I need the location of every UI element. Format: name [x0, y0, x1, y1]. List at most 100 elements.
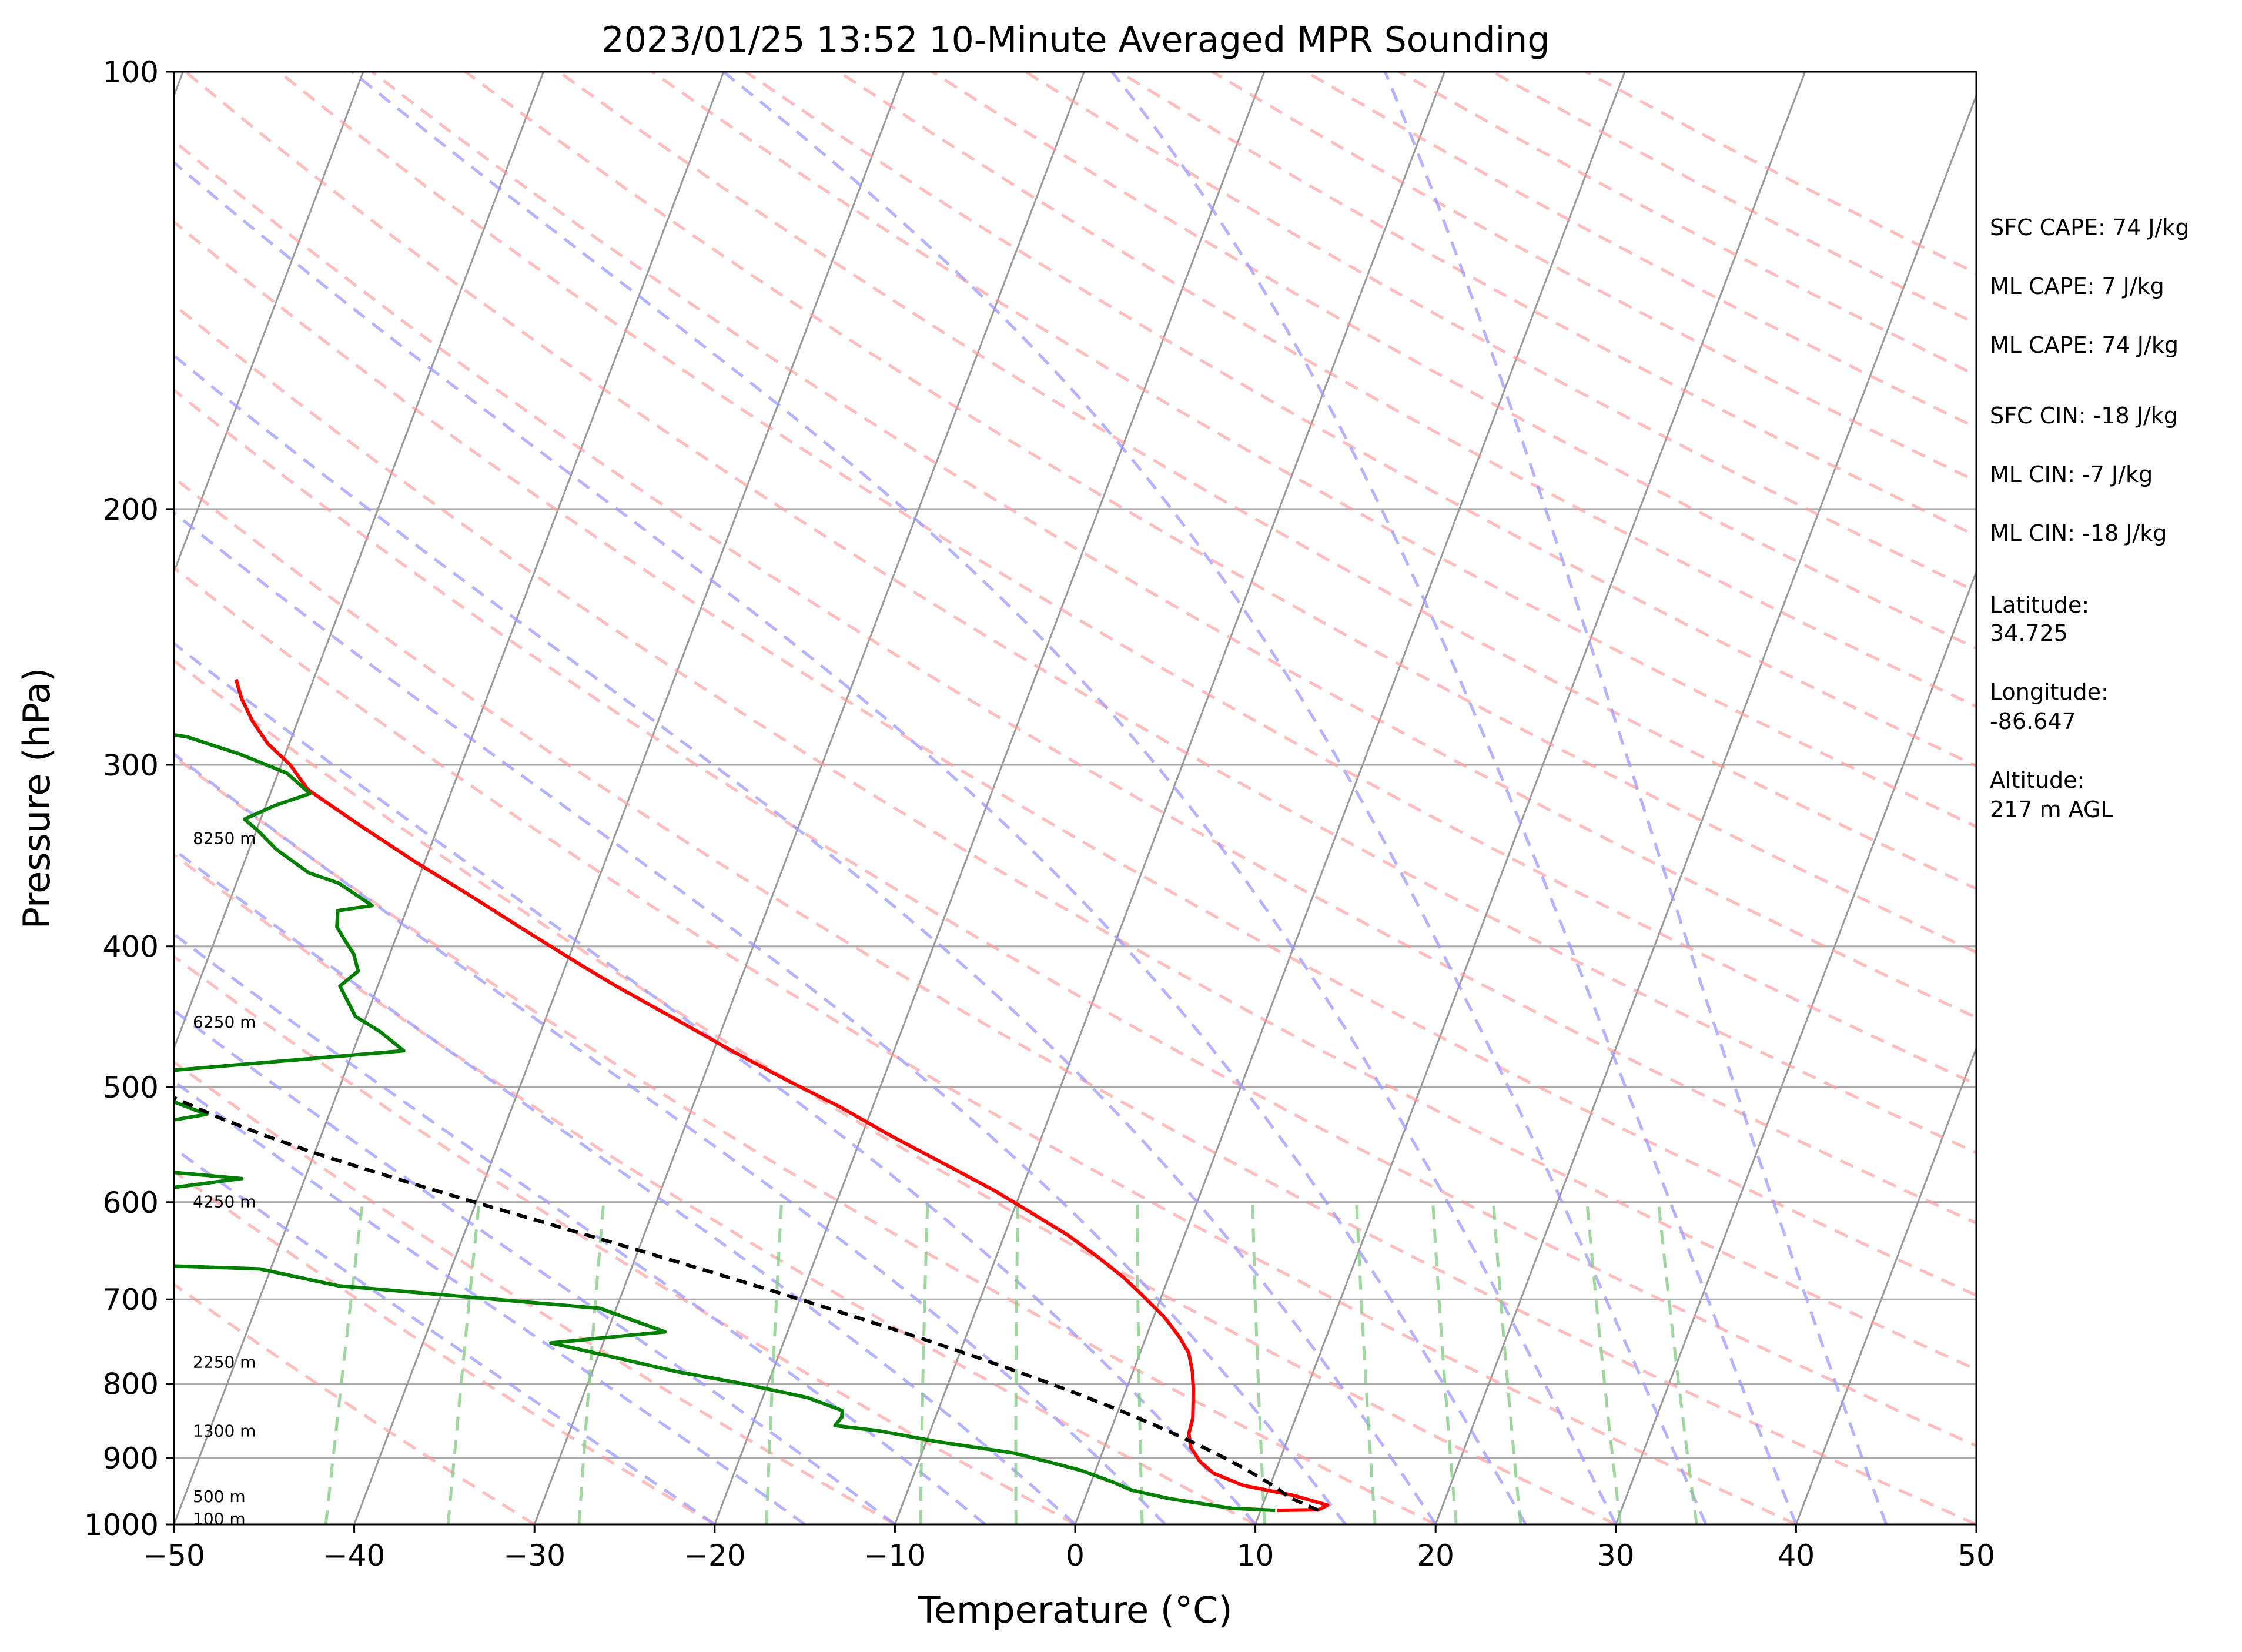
- dry-adiabat-line: [174, 220, 1976, 1297]
- moist-adiabat-line: [174, 160, 1527, 1524]
- isotherm-line: [1074, 72, 1626, 1524]
- parameter-annotation: 34.725: [1990, 620, 2068, 646]
- y-tick-label: 300: [103, 748, 159, 782]
- height-labels: 100 m 500 m 1300 m 2250 m 4250 m 6250 m 8250 m: [193, 828, 256, 1529]
- dry-adiabat-line: [184, 72, 1976, 1155]
- x-tick-label: 10: [1237, 1539, 1274, 1573]
- x-tick-label: 40: [1778, 1539, 1815, 1573]
- parameter-annotation: SFC CAPE: 74 J/kg: [1990, 215, 2190, 240]
- moist-adiabat-line: [174, 752, 1167, 1524]
- moist-adiabat-line: [174, 1079, 806, 1524]
- dry-adiabat-line: [371, 72, 1976, 1019]
- height-label: 500 m: [193, 1487, 246, 1506]
- parcel-path-line: [174, 1095, 1319, 1512]
- mixing-ratio-line: [1355, 1202, 1377, 1524]
- sounding-parameters: SFC CAPE: 74 J/kg ML CAPE: 7 J/kg ML CAPE:…: [1990, 215, 2190, 822]
- chart-title: 2023/01/25 13:52 10-Minute Averaged MPR …: [602, 19, 1550, 61]
- dry-adiabat-line: [174, 955, 1076, 1524]
- x-tick-label: 30: [1597, 1539, 1635, 1573]
- dry-adiabat-line: [558, 72, 1976, 891]
- isotherm-line: [894, 72, 1445, 1524]
- parameter-annotation: Longitude:: [1990, 679, 2109, 705]
- height-label: 2250 m: [193, 1352, 256, 1372]
- temperature-line: [234, 678, 1330, 1513]
- dry-adiabat-line: [174, 1060, 896, 1524]
- moist-adiabat-line: [174, 511, 1347, 1524]
- mixing-ratio-line: [1585, 1202, 1622, 1524]
- y-tick-label: 700: [103, 1283, 159, 1317]
- moist-adiabat-line: [174, 641, 1257, 1524]
- dry-adiabat-line: [174, 1169, 716, 1524]
- height-label: 1300 m: [193, 1422, 256, 1441]
- x-tick-label: −30: [503, 1539, 565, 1573]
- parameter-annotation: 217 m AGL: [1990, 797, 2113, 822]
- height-label: 6250 m: [193, 1012, 256, 1032]
- isotherm-line: [1434, 93, 1976, 1524]
- x-tick-label: −10: [864, 1539, 926, 1573]
- x-tick-label: −50: [143, 1539, 205, 1573]
- parameter-annotation: ML CAPE: 74 J/kg: [1990, 332, 2179, 358]
- parameter-annotation: Altitude:: [1990, 767, 2084, 793]
- mixing-ratio-line: [1431, 1202, 1458, 1524]
- dry-adiabat-line: [174, 658, 1617, 1524]
- x-axis-ticks: −50 −40 −30 −20 −10 0 10 20 30 40 50: [143, 1524, 1995, 1573]
- mixing-ratio-line: [446, 1202, 481, 1524]
- mixing-ratio-line: [324, 1202, 364, 1524]
- x-axis-label: Temperature (°C): [917, 1589, 1232, 1631]
- dry-adiabat-line: [174, 476, 1976, 1524]
- dry-adiabat-line: [174, 139, 1976, 1225]
- dry-adiabat-line: [174, 852, 1256, 1524]
- moist-adiabat-line: [174, 1009, 896, 1524]
- dry-adiabat-line: [651, 72, 1976, 828]
- parameter-annotation: ML CIN: -18 J/kg: [1990, 520, 2167, 546]
- y-axis-label: Pressure (hPa): [15, 668, 58, 929]
- y-tick-label: 900: [103, 1442, 159, 1476]
- y-tick-label: 1000: [84, 1508, 159, 1542]
- y-axis-ticks: 100 200 300 400 500 600 700 800 900 1000: [84, 55, 174, 1542]
- dry-adiabat-line: [174, 566, 1797, 1524]
- y-tick-label: 100: [103, 55, 159, 89]
- moist-adiabat-line: [1110, 72, 1798, 1524]
- dry-adiabat-line: [174, 1282, 536, 1524]
- isotherm-line: [1795, 1045, 1976, 1524]
- isotherm-line: [1615, 569, 1976, 1524]
- y-tick-label: 500: [103, 1071, 159, 1105]
- moist-adiabat-line: [174, 353, 1437, 1524]
- moist-adiabat-line: [174, 932, 986, 1524]
- y-tick-label: 200: [103, 493, 159, 527]
- dewpoint-line: [174, 733, 1276, 1513]
- isotherm-line: [174, 72, 364, 574]
- height-label: 100 m: [193, 1509, 246, 1529]
- parameter-annotation: Latitude:: [1990, 592, 2089, 618]
- x-tick-label: 0: [1066, 1539, 1085, 1573]
- x-tick-label: 50: [1957, 1539, 1995, 1573]
- sounding-profiles: [174, 678, 1330, 1513]
- x-tick-label: 20: [1417, 1539, 1454, 1573]
- moist-adiabat-line: [351, 72, 1618, 1524]
- height-label: 8250 m: [193, 828, 256, 848]
- isotherm-line: [174, 72, 725, 1524]
- isotherm-line: [714, 72, 1266, 1524]
- y-tick-label: 600: [103, 1186, 159, 1220]
- dry-adiabat-line: [174, 754, 1437, 1524]
- dry-adiabat-line: [277, 72, 1976, 1086]
- parameter-annotation: -86.647: [1990, 708, 2076, 734]
- parameter-annotation: ML CAPE: 7 J/kg: [1990, 273, 2164, 299]
- mixing-ratio-line: [1492, 1202, 1522, 1524]
- mixing-ratio-line: [1657, 1202, 1698, 1524]
- x-tick-label: −40: [323, 1539, 386, 1573]
- y-tick-label: 800: [103, 1367, 159, 1402]
- parameter-annotation: SFC CIN: -18 J/kg: [1990, 403, 2178, 429]
- moist-adiabat-line: [722, 72, 1708, 1524]
- mixing-ratio-line: [577, 1202, 605, 1524]
- isotherm-line: [1254, 72, 1806, 1524]
- isotherm-line: [174, 72, 544, 1051]
- background-lines: [174, 72, 1976, 1524]
- parameter-annotation: ML CIN: -7 J/kg: [1990, 462, 2153, 487]
- y-tick-label: 400: [103, 930, 159, 964]
- isotherm-line: [533, 72, 1085, 1524]
- x-tick-label: −20: [684, 1539, 746, 1573]
- moist-adiabat-line: [174, 848, 1076, 1524]
